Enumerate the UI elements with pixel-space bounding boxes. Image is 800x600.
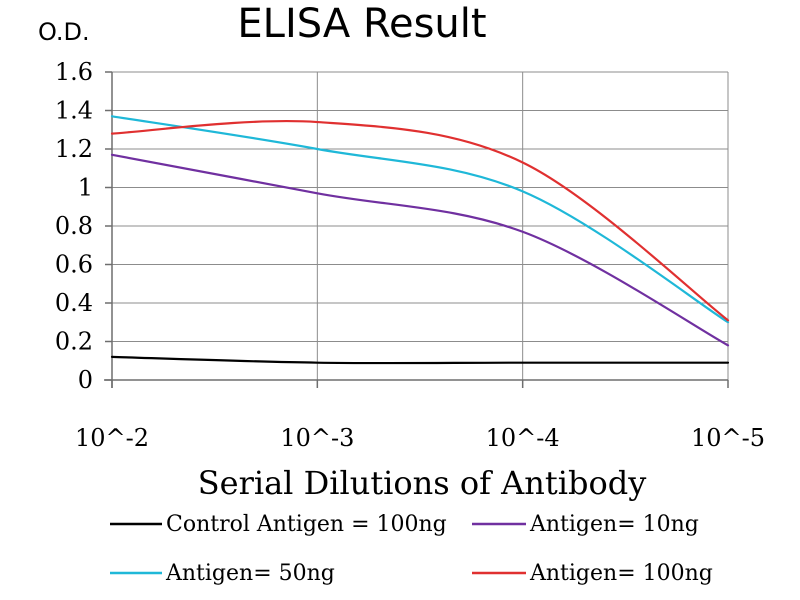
legend-label-3: Antigen= 50ng xyxy=(165,561,335,586)
legend: Control Antigen = 100ng Antigen= 10ng Anti… xyxy=(110,512,713,586)
y-tick-label: 1.6 xyxy=(55,58,93,86)
chart-title: ELISA Result xyxy=(237,1,486,47)
y-tick-label: 0.4 xyxy=(55,289,93,317)
x-tick-label: 10^-5 xyxy=(691,424,765,452)
y-tick-label: 0.8 xyxy=(55,212,93,240)
y-axis-label: O.D. xyxy=(38,18,90,46)
legend-label-4: Antigen= 100ng xyxy=(529,561,713,586)
series-line-3 xyxy=(110,115,730,324)
series-line-4 xyxy=(110,119,730,322)
tick-labels: 0 0.2 0.4 0.6 0.8 1 1.2 1.4 1.6 10^-2 10^-3 10^-4 10… xyxy=(55,58,765,452)
y-tick-label: 1.2 xyxy=(55,135,93,163)
x-axis-label: Serial Dilutions of Antibody xyxy=(198,464,647,502)
series-line-2 xyxy=(110,153,730,347)
series-lines xyxy=(110,115,730,365)
y-tick-label: 1 xyxy=(78,174,93,202)
series-line-1 xyxy=(110,355,730,365)
y-tick-label: 1.4 xyxy=(55,97,93,125)
legend-label-2: Antigen= 10ng xyxy=(529,512,699,537)
axes xyxy=(104,71,729,388)
x-tick-label: 10^-2 xyxy=(75,424,149,452)
x-tick-label: 10^-4 xyxy=(486,424,560,452)
y-tick-label: 0.2 xyxy=(55,328,93,356)
x-tick-label: 10^-3 xyxy=(280,424,354,452)
y-tick-label: 0 xyxy=(78,366,93,394)
y-tick-label: 0.6 xyxy=(55,251,93,279)
legend-label-1: Control Antigen = 100ng xyxy=(166,512,447,537)
grid-lines xyxy=(112,71,729,380)
